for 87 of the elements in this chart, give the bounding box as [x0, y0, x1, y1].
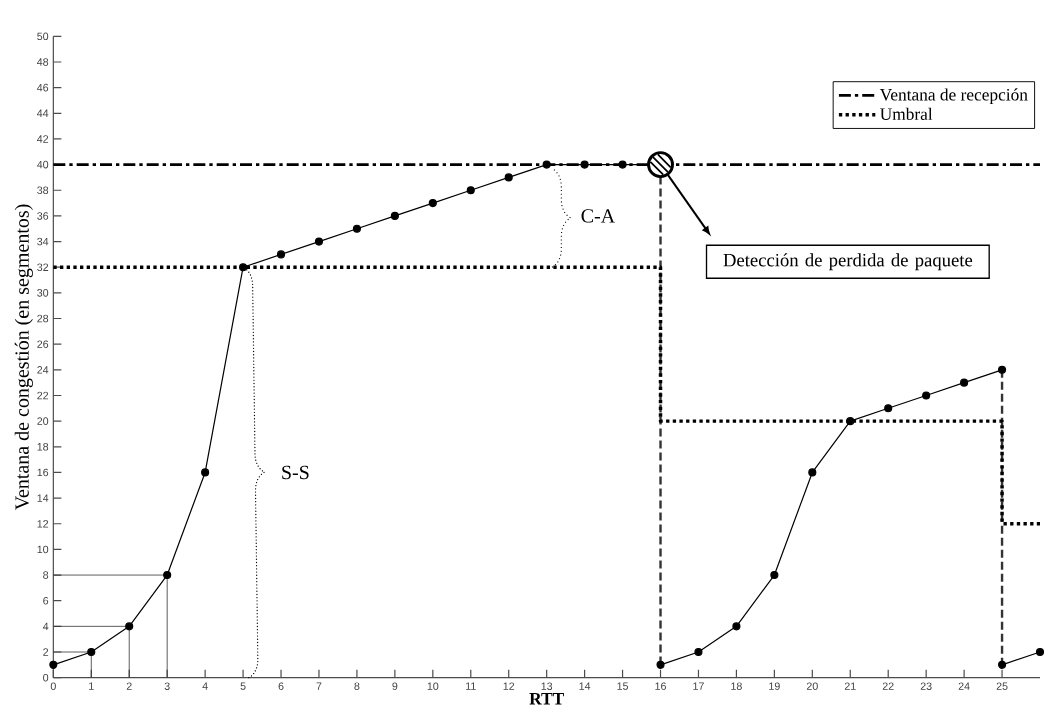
y-tick-label: 18 — [37, 443, 49, 451]
y-tick-label: 48 — [37, 58, 49, 66]
point — [87, 647, 96, 657]
point — [314, 237, 324, 246]
x-tick-label: 17 — [693, 682, 704, 690]
annotation: Detección de perdida de paquete — [723, 253, 973, 271]
x-tick-label: 13 — [541, 682, 553, 690]
x-tick-label: 9 — [392, 682, 398, 690]
x-tick-label: 25 — [996, 682, 1008, 690]
legend-label: Umbral — [880, 107, 933, 120]
x-tick-label: 19 — [769, 682, 780, 690]
x-tick-label: 0 — [50, 682, 56, 690]
x-tick-label: 1 — [89, 682, 94, 690]
x-tick-label: 14 — [579, 682, 591, 690]
y-tick-label: 36 — [37, 212, 49, 220]
y-tick-label: 2 — [43, 648, 49, 656]
y-tick-label: 30 — [37, 289, 49, 297]
y-tick-label: 4 — [42, 622, 49, 631]
x-tick-label: 16 — [655, 682, 666, 690]
x-tick-label: 15 — [617, 682, 629, 690]
y-tick-label: 42 — [37, 135, 49, 143]
x-tick-label: 8 — [354, 682, 360, 690]
point — [125, 622, 134, 631]
x-tick-label: 12 — [503, 682, 515, 690]
point — [1035, 647, 1045, 657]
y-tick-label: 50 — [37, 32, 49, 41]
y-tick-label: 8 — [43, 571, 49, 579]
y-tick-label: 14 — [37, 494, 49, 502]
x-tick-label: 24 — [958, 682, 970, 690]
point — [960, 378, 969, 387]
y-tick-label: 16 — [37, 468, 49, 477]
x-tick-label: 6 — [278, 682, 284, 690]
x-tick-label: 5 — [240, 682, 246, 690]
point — [997, 365, 1007, 374]
point — [694, 647, 703, 657]
point — [732, 622, 741, 631]
x-tick-label: 3 — [164, 682, 170, 690]
point — [922, 391, 931, 400]
x-tick-label: 4 — [202, 682, 208, 690]
y-axis-title: Ventana de congestión (en segmentos) — [14, 204, 33, 511]
y-tick-label: 34 — [37, 237, 49, 246]
y-tick-label: 24 — [37, 366, 49, 374]
point — [352, 224, 361, 233]
point — [428, 199, 437, 208]
x-tick-label: 23 — [920, 682, 932, 690]
point — [808, 468, 817, 477]
point — [770, 570, 779, 580]
y-tick-label: 38 — [37, 186, 49, 195]
y-tick-label: 26 — [37, 340, 49, 348]
y-tick-label: 32 — [37, 263, 49, 271]
point — [618, 160, 627, 169]
y-tick-label: 12 — [37, 520, 49, 528]
y-tick-label: 28 — [37, 314, 49, 323]
point — [49, 660, 58, 669]
y-tick-label: 0 — [43, 673, 49, 682]
y-tick-label: 6 — [43, 596, 49, 605]
x-tick-label: 10 — [427, 682, 439, 690]
point — [542, 160, 551, 169]
annotation: S-S — [282, 465, 309, 480]
point — [504, 173, 513, 182]
x-tick-label: 18 — [731, 682, 742, 690]
point — [239, 263, 248, 272]
point — [580, 160, 589, 169]
point — [390, 211, 399, 220]
point — [276, 250, 286, 259]
x-tick-label: 2 — [126, 682, 132, 690]
x-tick-label: 22 — [882, 682, 894, 690]
y-tick-label: 40 — [37, 160, 49, 169]
point — [846, 417, 855, 426]
legend-label: Ventana de recepción — [879, 88, 1028, 105]
point — [201, 468, 210, 477]
point — [466, 186, 475, 195]
y-tick-label: 22 — [37, 391, 49, 400]
x-tick-label: 21 — [844, 682, 856, 690]
point — [884, 404, 893, 413]
point — [997, 660, 1007, 669]
y-tick-label: 10 — [37, 545, 49, 554]
x-axis-title: RTT — [529, 693, 564, 705]
point — [656, 660, 665, 669]
x-tick-label: 20 — [806, 682, 818, 690]
x-tick-label: 11 — [466, 682, 476, 690]
y-tick-label: 20 — [37, 417, 49, 425]
x-tick-label: 7 — [316, 682, 322, 690]
annotation: C-A — [581, 209, 615, 223]
point — [163, 570, 172, 580]
y-tick-label: 46 — [37, 83, 49, 92]
y-tick-label: 44 — [37, 109, 49, 117]
